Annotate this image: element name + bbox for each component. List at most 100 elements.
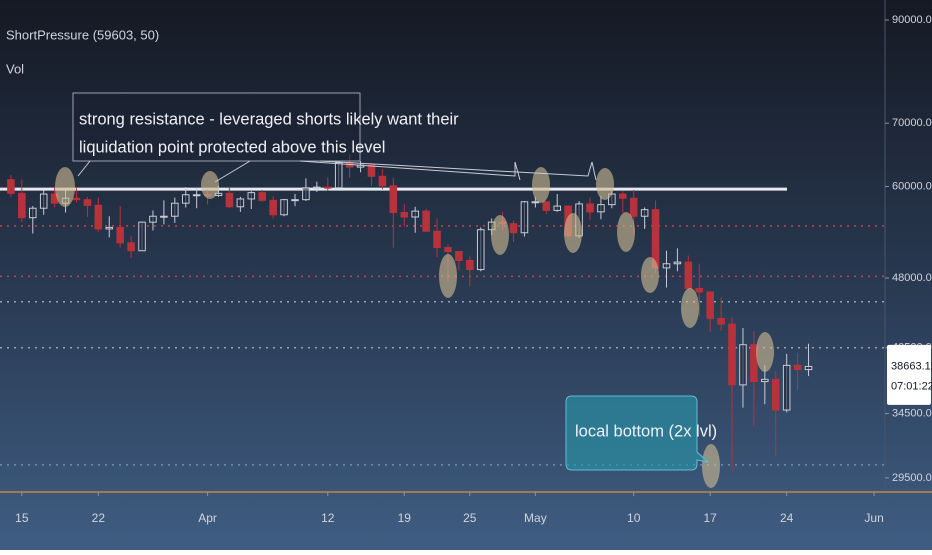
x-tick-label: May: [524, 511, 547, 525]
candle-body: [160, 215, 168, 218]
candle-body: [247, 192, 256, 200]
highlight: [641, 257, 659, 293]
last-price-label: 38663.12: [891, 361, 932, 373]
candle-body: [29, 207, 37, 219]
candle-body: [476, 229, 485, 271]
candle-body: [181, 194, 190, 204]
candle-body: [586, 203, 594, 213]
candle-body: [83, 199, 92, 206]
y-tick-label: 70000.00: [892, 117, 932, 129]
candle-body: [706, 291, 714, 319]
highlight: [702, 444, 720, 488]
highlight: [596, 168, 614, 200]
highlight: [681, 288, 699, 328]
candle-body: [39, 193, 48, 209]
highlight: [617, 212, 635, 252]
candle-body: [662, 263, 671, 269]
candle-body: [324, 186, 332, 189]
annotation-box: [565, 395, 710, 471]
time-axis: 15 22 Apr 12 19 25 May 10 17 24 Jun: [15, 492, 884, 525]
candle-body: [520, 201, 529, 234]
candle-body: [422, 210, 430, 232]
candle-body: [291, 199, 299, 202]
candle-body: [400, 212, 409, 218]
candle-body: [149, 215, 157, 223]
y-tick-label: 60000.00: [892, 180, 932, 192]
candle-body: [717, 317, 725, 325]
candle-body: [378, 175, 387, 187]
candle-body: [269, 199, 277, 216]
highlight: [439, 254, 457, 298]
candle-body: [553, 205, 562, 211]
annotation-text: liquidation point protected above this l…: [79, 138, 385, 156]
x-tick-label: 22: [92, 511, 106, 525]
candle-body: [105, 226, 114, 230]
candle-body: [411, 210, 419, 218]
candle-body: [509, 223, 518, 234]
candle-body: [782, 364, 791, 411]
candle-body: [629, 197, 638, 217]
candle-body: [695, 287, 704, 293]
candle-body: [192, 194, 201, 197]
candle-body: [313, 186, 321, 189]
pointer: [299, 160, 521, 181]
candle-body: [619, 193, 627, 199]
candle-body: [466, 259, 474, 271]
y-tick-label: 48000.00: [892, 272, 932, 284]
indicator-legend: ShortPressure (59603, 50): [6, 27, 159, 42]
candle-body: [444, 247, 452, 253]
candle-body: [804, 365, 813, 371]
last-price-box: [887, 344, 931, 405]
candle-body: [171, 202, 179, 217]
candle-body: [640, 209, 649, 217]
candle-body: [94, 204, 103, 230]
annotation-text: local bottom (2x lvl): [575, 422, 717, 440]
x-tick-label: 19: [398, 511, 412, 525]
highlight: [756, 332, 774, 372]
annotation-text: strong resistance - leveraged shorts lik…: [79, 110, 459, 128]
highlight: [201, 171, 219, 199]
candle-body: [673, 261, 682, 265]
candle-body: [280, 199, 288, 216]
resistance-annotation: strong resistance - leveraged shorts lik…: [72, 92, 597, 183]
pointer: [214, 160, 251, 183]
candle-body: [258, 192, 267, 201]
candle-body: [531, 201, 540, 204]
x-tick-label: 15: [15, 511, 29, 525]
x-tick-label: Apr: [198, 511, 217, 525]
candle-body: [684, 261, 693, 289]
candle-body: [542, 201, 551, 211]
candle-body: [761, 378, 769, 383]
x-tick-label: 12: [321, 511, 335, 525]
x-tick-label: 24: [780, 511, 794, 525]
highlight: [491, 215, 509, 255]
highlights: [55, 167, 774, 488]
candle-body: [116, 226, 124, 244]
last-price-badge: 38663.12 07:01:22: [887, 344, 932, 405]
pointer: [77, 160, 91, 177]
candle-body: [728, 323, 736, 386]
candle-body: [236, 198, 245, 208]
x-tick-label: 10: [627, 511, 641, 525]
candle-body: [793, 364, 802, 371]
highlight: [55, 167, 75, 207]
x-tick-label: 17: [704, 511, 718, 525]
candle-body: [127, 242, 135, 252]
pointer: [319, 160, 597, 181]
candle-body: [72, 197, 81, 201]
highlight: [564, 213, 582, 253]
x-tick-label: Jun: [864, 511, 883, 525]
candle-body: [597, 204, 605, 213]
candle-body: [302, 187, 310, 201]
y-tick-label: 29500.00: [892, 472, 932, 484]
indicator-legend: Vol: [6, 61, 24, 76]
candle-body: [225, 192, 234, 208]
candle-body: [455, 251, 463, 261]
candle-body: [18, 192, 26, 219]
candle-body: [739, 344, 747, 386]
candle-body: [771, 378, 780, 411]
y-tick-label: 34500.00: [892, 407, 932, 419]
annotation-box: [72, 92, 361, 162]
